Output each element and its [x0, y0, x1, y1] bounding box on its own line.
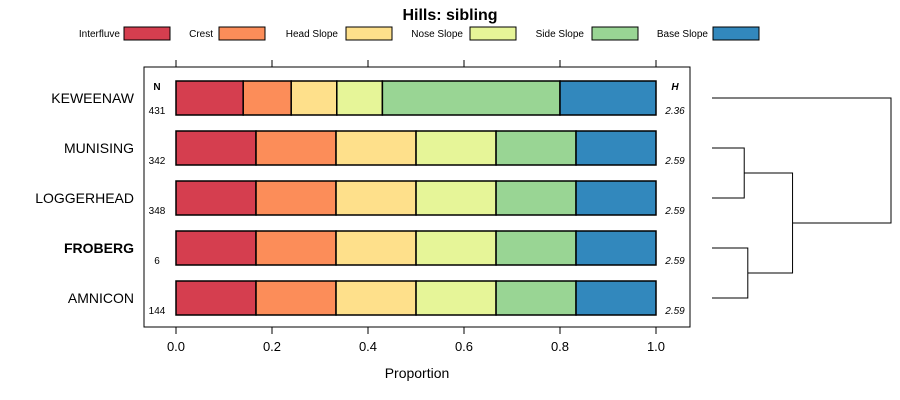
- bar-segment-loggerhead-head-slope: [335, 180, 417, 216]
- bar-segment-munising-side-slope: [495, 130, 577, 166]
- bar-segment-amnicon-base-slope: [575, 280, 657, 316]
- legend-label-base-slope: Base Slope: [657, 29, 709, 40]
- x-tick-label-4: 0.8: [551, 339, 569, 354]
- chart-title: Hills: sibling: [402, 7, 497, 24]
- x-tick-label-1: 0.2: [263, 339, 281, 354]
- row-label-loggerhead: LOGGERHEAD: [35, 190, 134, 206]
- bar-segment-amnicon-head-slope: [335, 280, 417, 316]
- legend-swatch-side-slope: [591, 26, 639, 41]
- bar-segment-keweenaw-head-slope: [290, 80, 338, 116]
- legend-swatch-head-slope: [345, 26, 393, 41]
- bar-row-amnicon: AMNICON 144 2.59: [68, 280, 685, 317]
- row-h-munising: 2.59: [664, 156, 685, 167]
- legend-label-nose-slope: Nose Slope: [411, 29, 463, 40]
- bar-segment-keweenaw-nose-slope: [336, 80, 384, 116]
- bar-segment-froberg-base-slope: [575, 230, 657, 266]
- bar-row-froberg: FROBERG 6 2.59: [64, 230, 685, 267]
- legend-label-side-slope: Side Slope: [536, 29, 585, 40]
- row-h-froberg: 2.59: [664, 256, 685, 267]
- bar-segment-munising-head-slope: [335, 130, 417, 166]
- dendrogram-merge-2: [712, 247, 749, 299]
- legend-label-head-slope: Head Slope: [286, 29, 339, 40]
- bar-segment-loggerhead-nose-slope: [415, 180, 497, 216]
- legend-swatch-base-slope: [712, 26, 760, 41]
- bar-segment-froberg-interfluve: [175, 230, 257, 266]
- row-label-amnicon: AMNICON: [68, 290, 134, 306]
- row-label-munising: MUNISING: [64, 140, 134, 156]
- bar-segment-froberg-nose-slope: [415, 230, 497, 266]
- legend-label-interfluve: Interfluve: [79, 29, 121, 40]
- x-tick-label-2: 0.4: [359, 339, 377, 354]
- bar-segment-loggerhead-interfluve: [175, 180, 257, 216]
- x-tick-label-0: 0.0: [167, 339, 185, 354]
- bar-segment-keweenaw-side-slope: [381, 80, 561, 116]
- row-n-amnicon: 144: [149, 306, 166, 317]
- bar-segment-froberg-side-slope: [495, 230, 577, 266]
- bar-segment-munising-crest: [255, 130, 337, 166]
- row-n-loggerhead: 348: [149, 206, 166, 217]
- bar-segment-munising-nose-slope: [415, 130, 497, 166]
- bar-segment-froberg-crest: [255, 230, 337, 266]
- plot-frame: [143, 66, 691, 328]
- x-tick-label-5: 1.0: [647, 339, 665, 354]
- bar-segment-amnicon-side-slope: [495, 280, 577, 316]
- row-label-froberg: FROBERG: [64, 240, 134, 256]
- legend-label-crest: Crest: [189, 29, 213, 40]
- legend-swatch-crest: [218, 26, 266, 41]
- bar-segment-froberg-head-slope: [335, 230, 417, 266]
- n-column-header: N: [153, 82, 160, 93]
- dendrogram-merge-3: [744, 172, 794, 274]
- bar-segment-amnicon-interfluve: [175, 280, 257, 316]
- x-tick-label-3: 0.6: [455, 339, 473, 354]
- row-n-froberg: 6: [154, 256, 160, 267]
- bar-segment-munising-base-slope: [575, 130, 657, 166]
- bar-segment-keweenaw-crest: [242, 80, 292, 116]
- bar-segment-loggerhead-base-slope: [575, 180, 657, 216]
- bar-segment-loggerhead-crest: [255, 180, 337, 216]
- h-column-header: H: [671, 82, 679, 93]
- bar-segment-keweenaw-interfluve: [175, 80, 244, 116]
- bar-segment-keweenaw-base-slope: [559, 80, 657, 116]
- bar-row-munising: MUNISING 342 2.59: [64, 130, 685, 167]
- bar-segment-loggerhead-side-slope: [495, 180, 577, 216]
- bar-segment-amnicon-crest: [255, 280, 337, 316]
- row-h-keweenaw: 2.36: [664, 106, 685, 117]
- dendrogram: [712, 97, 892, 299]
- dendrogram-merge-4: [712, 97, 892, 224]
- bar-row-keweenaw: KEWEENAW 431 2.36: [51, 80, 685, 117]
- legend-swatch-nose-slope: [469, 26, 517, 41]
- bar-segment-munising-interfluve: [175, 130, 257, 166]
- row-label-keweenaw: KEWEENAW: [51, 90, 134, 106]
- row-h-amnicon: 2.59: [664, 306, 685, 317]
- dendrogram-merge-1: [712, 147, 745, 199]
- x-axis: 0.0 0.2 0.4 0.6 0.8 1.0: [167, 60, 665, 354]
- row-n-keweenaw: 431: [149, 106, 166, 117]
- row-n-munising: 342: [149, 156, 166, 167]
- row-h-loggerhead: 2.59: [664, 206, 685, 217]
- bar-row-loggerhead: LOGGERHEAD 348 2.59: [35, 180, 685, 217]
- x-axis-label: Proportion: [385, 365, 450, 381]
- bar-segment-amnicon-nose-slope: [415, 280, 497, 316]
- legend-swatch-interfluve: [123, 26, 171, 41]
- legend: Interfluve Crest Head Slope Nose Slope Side …: [79, 26, 760, 41]
